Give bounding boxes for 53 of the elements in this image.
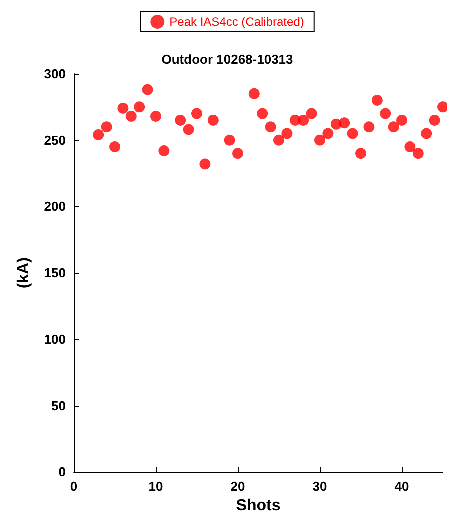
point (257, 108, 268, 120)
point (175, 114, 186, 126)
y-axis-title: (kA) (16, 257, 32, 289)
point (347, 128, 358, 140)
point (421, 128, 432, 140)
x-axis-title: Shots (236, 498, 281, 514)
y-tick-label: 100 (44, 332, 66, 347)
point (372, 95, 383, 106)
point (356, 148, 366, 160)
x-tick-label: 10 (148, 479, 164, 494)
y-tick-label: 200 (44, 199, 66, 214)
point (314, 134, 326, 146)
point (101, 122, 112, 133)
y-tick-label: 300 (44, 66, 66, 82)
point (396, 114, 408, 126)
point (158, 145, 170, 156)
point (150, 110, 162, 122)
chart-title: Outdoor 10268-10313 (162, 52, 294, 67)
point (274, 134, 284, 146)
point (298, 114, 310, 126)
point (134, 102, 146, 113)
point (429, 114, 440, 126)
y-tick-label: 250 (44, 132, 66, 148)
x-tick-label: 0 (70, 479, 78, 494)
y-tick-label: 50 (52, 398, 66, 414)
x-tick-label: 30 (312, 479, 328, 494)
point (322, 128, 334, 140)
point (388, 122, 400, 133)
y-tick-label: 0 (58, 464, 66, 480)
point (118, 103, 129, 114)
point (183, 124, 194, 136)
x-tick-label: 40 (394, 479, 410, 494)
y-tick-label: 150 (44, 266, 66, 281)
point (126, 110, 137, 122)
x-tick-label: 20 (230, 479, 246, 494)
point (200, 158, 211, 170)
point (265, 122, 276, 133)
point (248, 88, 260, 100)
point (404, 141, 416, 152)
point (364, 122, 375, 133)
point (282, 128, 293, 140)
point (380, 108, 392, 120)
point (142, 84, 154, 96)
point (339, 118, 350, 129)
point (412, 148, 424, 160)
point (192, 108, 202, 120)
legend-label: Peak IAS4cc (Calibrated) (170, 15, 304, 29)
point (208, 114, 219, 126)
point (306, 108, 318, 120)
point (224, 134, 236, 146)
point (93, 130, 104, 141)
point (232, 148, 244, 160)
point (110, 141, 120, 152)
